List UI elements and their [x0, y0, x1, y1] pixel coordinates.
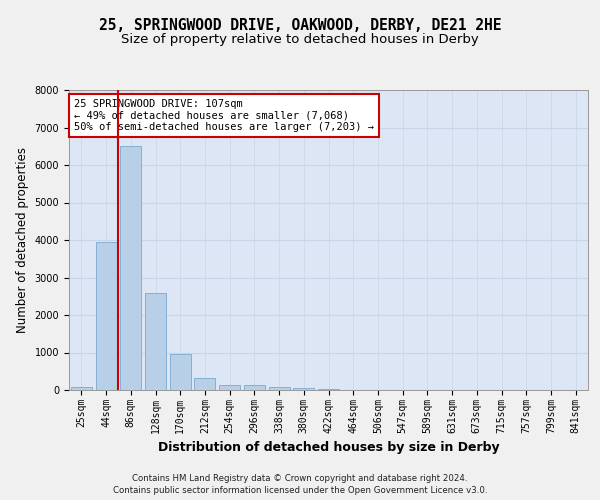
Bar	[145, 292, 166, 390]
Text: Contains HM Land Registry data © Crown copyright and database right 2024.: Contains HM Land Registry data © Crown c…	[132, 474, 468, 483]
Bar	[95, 242, 116, 390]
Bar	[219, 384, 240, 390]
Bar	[120, 146, 141, 390]
Bar	[71, 387, 92, 390]
Bar	[194, 378, 215, 390]
X-axis label: Distribution of detached houses by size in Derby: Distribution of detached houses by size …	[158, 441, 499, 454]
Text: 25 SPRINGWOOD DRIVE: 107sqm
← 49% of detached houses are smaller (7,068)
50% of : 25 SPRINGWOOD DRIVE: 107sqm ← 49% of det…	[74, 99, 374, 132]
Bar	[269, 386, 290, 390]
Text: 25, SPRINGWOOD DRIVE, OAKWOOD, DERBY, DE21 2HE: 25, SPRINGWOOD DRIVE, OAKWOOD, DERBY, DE…	[99, 18, 501, 32]
Text: Contains public sector information licensed under the Open Government Licence v3: Contains public sector information licen…	[113, 486, 487, 495]
Text: Size of property relative to detached houses in Derby: Size of property relative to detached ho…	[121, 32, 479, 46]
Y-axis label: Number of detached properties: Number of detached properties	[16, 147, 29, 333]
Bar	[318, 389, 339, 390]
Bar	[244, 386, 265, 390]
Bar	[170, 354, 191, 390]
Bar	[293, 388, 314, 390]
